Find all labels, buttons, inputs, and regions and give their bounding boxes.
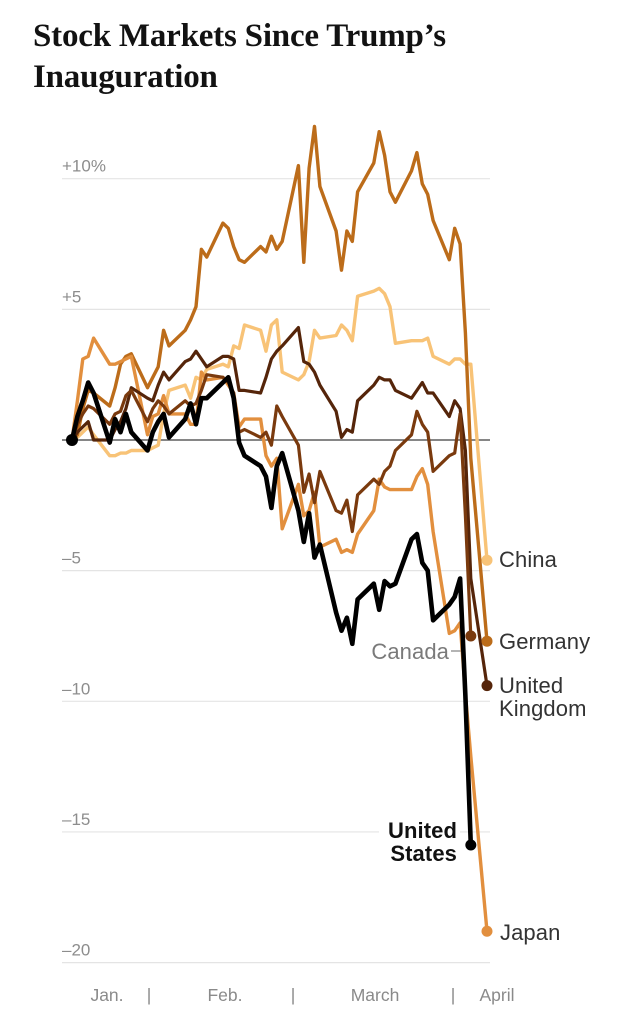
y-axis-label-5: +5 bbox=[62, 287, 81, 306]
series-line-united-kingdom bbox=[70, 326, 489, 686]
chart-title-line1: Stock Markets Since Trump’s bbox=[33, 18, 446, 54]
x-axis-label-april: April bbox=[479, 985, 514, 1005]
series-line-germany bbox=[70, 124, 489, 642]
start-dot bbox=[66, 434, 78, 446]
series-label-united-kingdom-line2: Kingdom bbox=[499, 696, 587, 721]
y-axis-label--5: –5 bbox=[62, 549, 81, 568]
endpoint-dot-canada bbox=[465, 630, 477, 642]
series-label-china: China bbox=[499, 547, 558, 572]
series-label-canada: Canada bbox=[371, 639, 449, 664]
endpoint-dot-germany bbox=[481, 635, 493, 647]
y-axis-label--10: –10 bbox=[62, 679, 90, 698]
x-axis-tick-1: | bbox=[147, 985, 152, 1005]
y-axis-label--20: –20 bbox=[62, 941, 90, 960]
x-axis-tick-3: | bbox=[291, 985, 296, 1005]
y-axis-label--15: –15 bbox=[62, 810, 90, 829]
label-bg-united-states bbox=[379, 817, 460, 865]
label-connector-canada bbox=[451, 640, 462, 652]
chart-title: Stock Markets Since Trump’s Inauguration bbox=[33, 16, 593, 98]
chart-title-line2: Inauguration bbox=[33, 59, 218, 95]
series-line-japan bbox=[70, 336, 489, 932]
series-line-canada bbox=[70, 373, 473, 637]
series-label-united-states-line2: States bbox=[390, 841, 457, 866]
series-label-united-kingdom-line1: United bbox=[499, 673, 563, 698]
endpoint-dot-united-kingdom bbox=[481, 680, 493, 692]
series-label-united-states-line1: United bbox=[388, 818, 457, 843]
x-axis-label-march: March bbox=[351, 985, 400, 1005]
x-axis-label-jan: Jan. bbox=[90, 985, 123, 1005]
series-label-japan: Japan bbox=[500, 920, 560, 945]
endpoint-dot-united-states bbox=[465, 839, 477, 851]
y-axis-label-10: +10% bbox=[62, 157, 106, 176]
x-axis-tick-5: | bbox=[451, 985, 456, 1005]
series-label-germany: Germany bbox=[499, 629, 590, 654]
endpoint-dot-china bbox=[481, 554, 493, 566]
series-line-united-states bbox=[69, 375, 474, 846]
endpoint-dot-japan bbox=[481, 925, 493, 937]
series-line-china bbox=[71, 286, 489, 561]
x-axis-label-feb: Feb. bbox=[207, 985, 242, 1005]
